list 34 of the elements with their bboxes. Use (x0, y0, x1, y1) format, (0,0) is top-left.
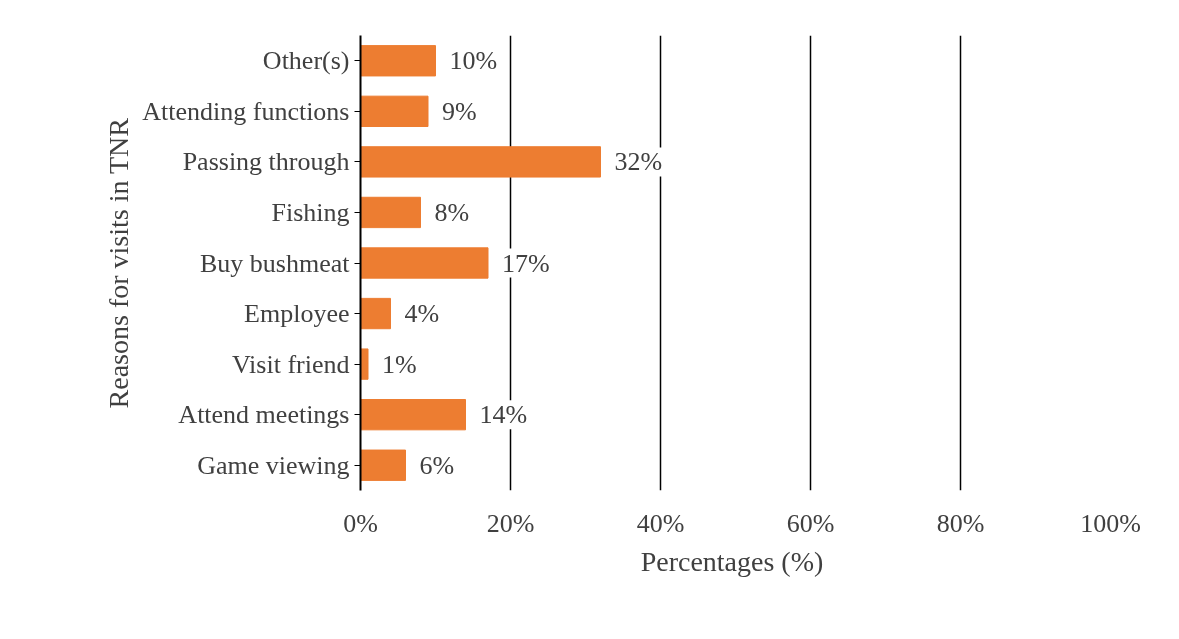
x-tick-label: 40% (636, 508, 685, 538)
x-axis-title: Percentages (%) (640, 545, 824, 577)
data-label: 32% (614, 147, 663, 177)
x-tick-label: 0% (343, 508, 378, 538)
bar (360, 146, 601, 178)
bar (360, 95, 429, 127)
y-tick-label: Employee (244, 299, 350, 329)
data-label: 17% (502, 248, 550, 278)
y-axis-title: Reasons for visits in TNR (103, 117, 135, 409)
bar (360, 45, 436, 77)
data-label: 14% (479, 400, 528, 430)
bar (360, 399, 466, 431)
y-tick-label: Buy bushmeat (200, 248, 351, 278)
bar (360, 449, 406, 481)
y-tick-label: Game viewing (197, 450, 350, 480)
data-label: 10% (449, 46, 498, 76)
y-tick-label: Passing through (182, 147, 350, 177)
y-tick-label: Other(s) (262, 46, 350, 76)
data-label: 8% (434, 197, 470, 227)
bar (360, 297, 391, 330)
data-label: 1% (382, 349, 417, 379)
x-tick-label: 80% (936, 508, 985, 538)
y-tick-label: Fishing (271, 197, 350, 227)
data-label: 9% (442, 96, 477, 126)
x-tick-label: 60% (786, 508, 835, 538)
y-tick-label: Attending functions (142, 96, 350, 126)
bar (360, 196, 421, 229)
bar (360, 247, 489, 279)
y-tick-label: Attend meetings (178, 400, 350, 430)
x-tick-label: 20% (486, 508, 535, 538)
x-tick-label: 100% (1080, 508, 1141, 538)
data-label: 6% (419, 450, 455, 480)
y-tick-label: Visit friend (231, 349, 350, 379)
data-label: 4% (404, 299, 440, 329)
